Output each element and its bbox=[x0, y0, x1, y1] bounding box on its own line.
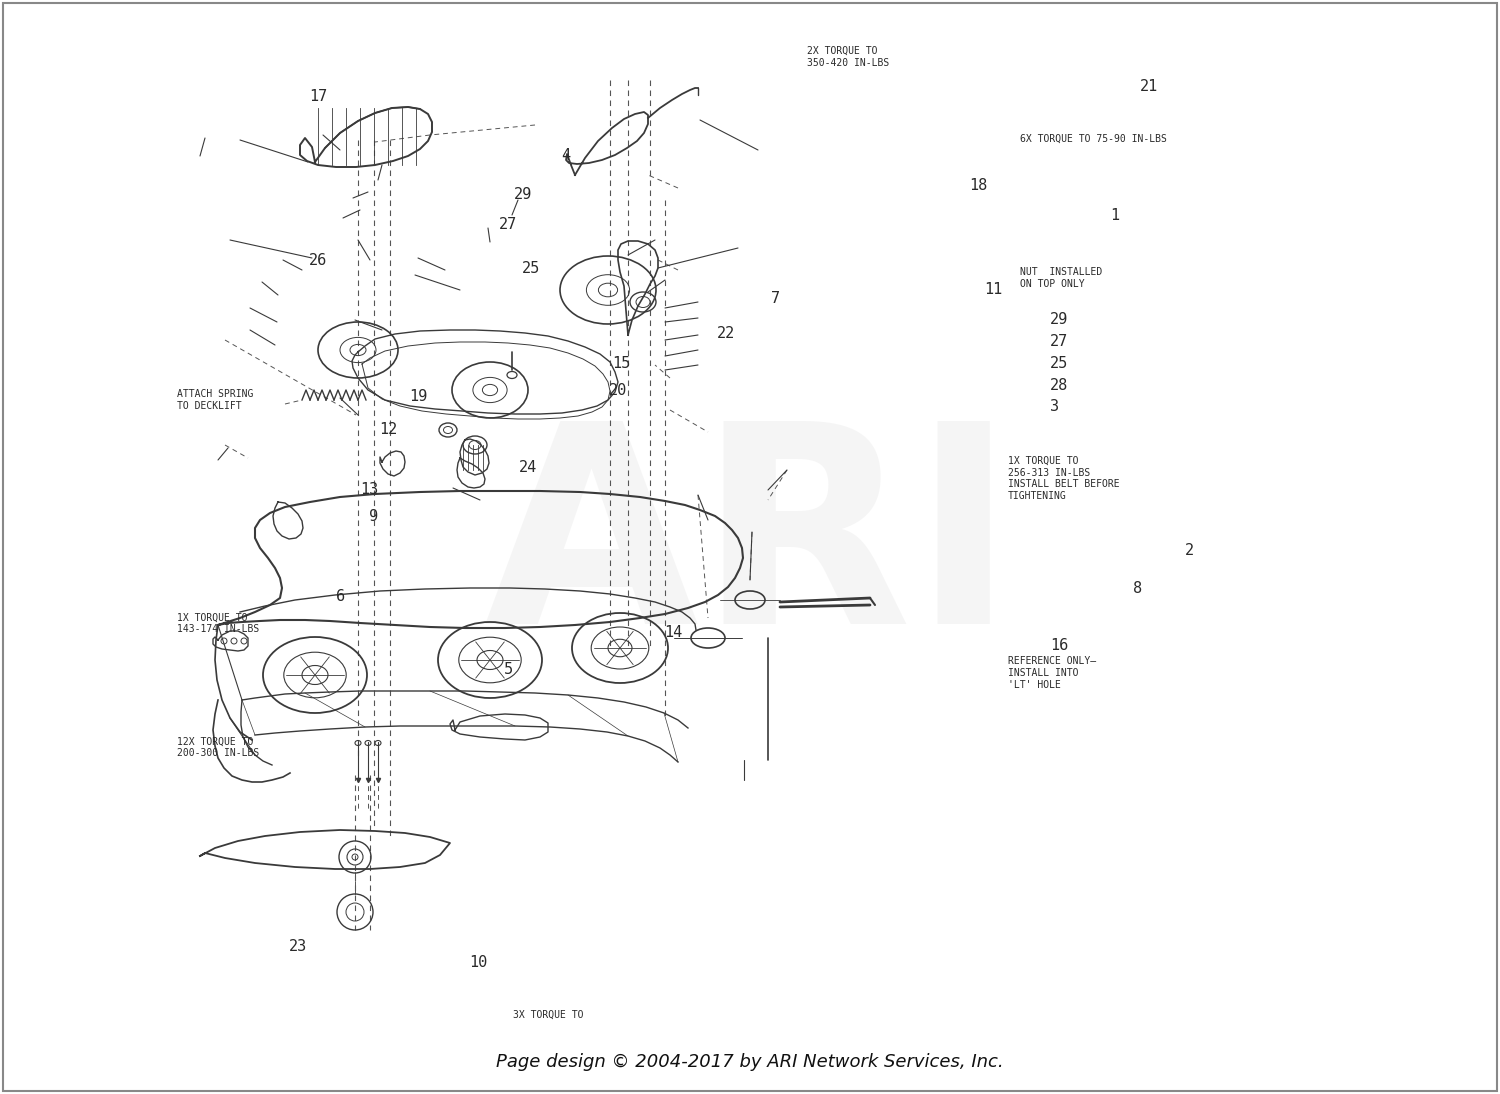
Text: 1X TORQUE TO
143-174 IN-LBS: 1X TORQUE TO 143-174 IN-LBS bbox=[177, 613, 260, 635]
Text: 13: 13 bbox=[360, 481, 378, 497]
Text: 3: 3 bbox=[1050, 399, 1059, 415]
Text: 27: 27 bbox=[500, 217, 517, 232]
Text: 18: 18 bbox=[969, 178, 987, 194]
Text: 1: 1 bbox=[1110, 208, 1119, 223]
Text: 25: 25 bbox=[1050, 356, 1068, 371]
Text: 2X TORQUE TO
350-420 IN-LBS: 2X TORQUE TO 350-420 IN-LBS bbox=[807, 46, 889, 68]
Text: 1X TORQUE TO
256-313 IN-LBS
INSTALL BELT BEFORE
TIGHTENING: 1X TORQUE TO 256-313 IN-LBS INSTALL BELT… bbox=[1008, 456, 1119, 501]
Text: 12: 12 bbox=[380, 422, 398, 438]
Text: 25: 25 bbox=[522, 260, 540, 276]
Text: 14: 14 bbox=[664, 625, 682, 640]
Text: 24: 24 bbox=[519, 459, 537, 475]
Text: 8: 8 bbox=[1132, 581, 1142, 596]
Text: 9: 9 bbox=[369, 509, 378, 524]
Text: 17: 17 bbox=[309, 89, 327, 104]
Text: 26: 26 bbox=[309, 253, 327, 268]
Text: 20: 20 bbox=[609, 383, 627, 398]
Text: 27: 27 bbox=[1050, 334, 1068, 349]
Text: 5: 5 bbox=[504, 662, 513, 677]
Text: 21: 21 bbox=[1140, 79, 1158, 94]
Text: Page design © 2004-2017 by ARI Network Services, Inc.: Page design © 2004-2017 by ARI Network S… bbox=[496, 1054, 1004, 1071]
Text: 22: 22 bbox=[717, 326, 735, 341]
Text: 19: 19 bbox=[410, 388, 428, 404]
Text: 3X TORQUE TO: 3X TORQUE TO bbox=[513, 1010, 584, 1020]
Text: 16: 16 bbox=[1050, 638, 1068, 653]
Text: 6: 6 bbox=[336, 589, 345, 604]
Text: 7: 7 bbox=[771, 291, 780, 306]
Text: NUT  INSTALLED
ON TOP ONLY: NUT INSTALLED ON TOP ONLY bbox=[1020, 267, 1102, 289]
Text: 6X TORQUE TO 75-90 IN-LBS: 6X TORQUE TO 75-90 IN-LBS bbox=[1020, 133, 1167, 143]
Text: 29: 29 bbox=[514, 187, 532, 202]
Text: 10: 10 bbox=[470, 955, 488, 970]
Text: 29: 29 bbox=[1050, 312, 1068, 327]
Text: 28: 28 bbox=[1050, 377, 1068, 393]
Text: REFERENCE ONLY—
INSTALL INTO
'LT' HOLE: REFERENCE ONLY— INSTALL INTO 'LT' HOLE bbox=[1008, 656, 1096, 689]
Text: 15: 15 bbox=[612, 356, 630, 371]
Text: 23: 23 bbox=[290, 939, 308, 954]
Text: 12X TORQUE TO
200-300 IN-LBS: 12X TORQUE TO 200-300 IN-LBS bbox=[177, 736, 260, 758]
Text: ARI: ARI bbox=[484, 412, 1016, 682]
Text: 4: 4 bbox=[561, 148, 570, 163]
Text: 2: 2 bbox=[1185, 543, 1194, 558]
Text: ATTACH SPRING
TO DECKLIFT: ATTACH SPRING TO DECKLIFT bbox=[177, 389, 254, 411]
Text: 11: 11 bbox=[984, 282, 1002, 298]
